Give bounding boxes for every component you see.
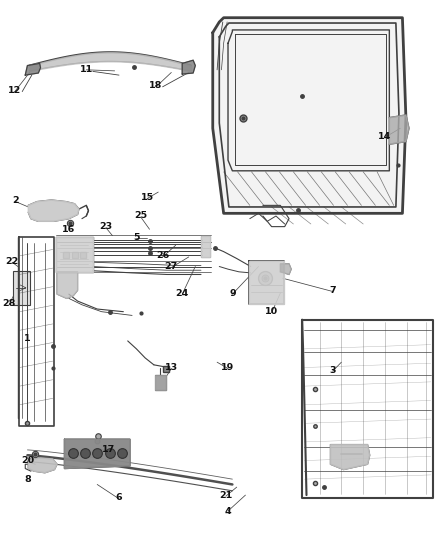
Text: 20: 20 bbox=[21, 456, 34, 465]
Polygon shape bbox=[56, 237, 93, 272]
Text: 4: 4 bbox=[225, 506, 231, 515]
Text: 7: 7 bbox=[329, 286, 336, 295]
Text: 1: 1 bbox=[24, 334, 31, 343]
Text: 18: 18 bbox=[149, 81, 163, 90]
Text: 9: 9 bbox=[229, 288, 236, 297]
Text: 23: 23 bbox=[99, 222, 113, 231]
Text: 6: 6 bbox=[116, 493, 122, 502]
Text: 19: 19 bbox=[221, 363, 235, 372]
Text: 22: 22 bbox=[6, 257, 19, 265]
Polygon shape bbox=[28, 458, 57, 473]
Text: 10: 10 bbox=[265, 307, 278, 316]
Text: 11: 11 bbox=[80, 66, 93, 74]
Text: 27: 27 bbox=[165, 262, 178, 271]
Text: 26: 26 bbox=[156, 252, 169, 260]
Text: 25: 25 bbox=[134, 212, 147, 221]
Polygon shape bbox=[280, 264, 291, 274]
Text: 2: 2 bbox=[12, 196, 19, 205]
Text: 14: 14 bbox=[378, 132, 392, 141]
Text: 12: 12 bbox=[8, 85, 21, 94]
Polygon shape bbox=[155, 375, 166, 390]
Polygon shape bbox=[213, 18, 406, 213]
Text: 16: 16 bbox=[62, 225, 75, 234]
Polygon shape bbox=[182, 60, 195, 74]
Text: 13: 13 bbox=[165, 363, 178, 372]
Text: 21: 21 bbox=[219, 490, 233, 499]
Text: 3: 3 bbox=[329, 366, 336, 375]
Text: 24: 24 bbox=[176, 288, 189, 297]
Polygon shape bbox=[57, 272, 78, 298]
Polygon shape bbox=[25, 63, 40, 75]
Polygon shape bbox=[201, 236, 210, 257]
Polygon shape bbox=[28, 200, 79, 221]
Text: 8: 8 bbox=[24, 475, 31, 483]
Text: 17: 17 bbox=[102, 446, 115, 455]
Polygon shape bbox=[64, 439, 130, 469]
FancyBboxPatch shape bbox=[13, 271, 30, 305]
Polygon shape bbox=[331, 445, 370, 470]
Polygon shape bbox=[249, 261, 284, 304]
Text: 15: 15 bbox=[141, 193, 154, 202]
Polygon shape bbox=[389, 115, 409, 144]
Text: 5: 5 bbox=[133, 233, 140, 242]
Text: 28: 28 bbox=[3, 299, 16, 308]
